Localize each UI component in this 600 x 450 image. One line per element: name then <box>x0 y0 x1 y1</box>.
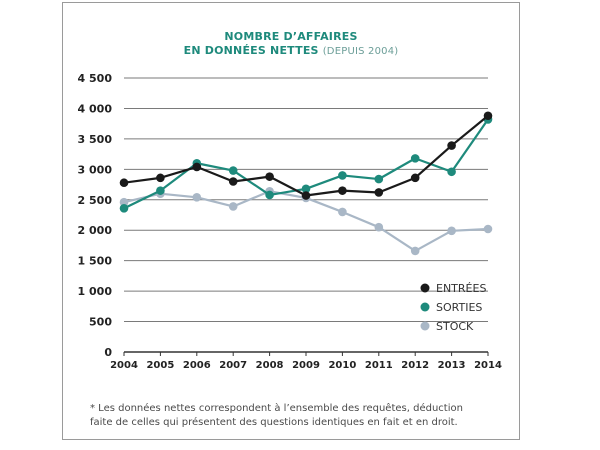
data-point-entrées <box>483 111 493 121</box>
x-tick-label: 2014 <box>474 360 502 371</box>
y-tick-label: 1 500 <box>78 255 113 268</box>
data-point-stock <box>483 224 493 234</box>
y-tick-label: 4 500 <box>78 72 113 85</box>
data-point-entrées <box>410 173 420 183</box>
data-point-entrées <box>374 188 384 197</box>
y-tick-label: 0 <box>104 346 112 359</box>
footnote-line2: faite de celles qui présentent des quest… <box>90 417 458 428</box>
x-tick-label: 2013 <box>438 360 466 371</box>
legend-marker-entrées <box>420 283 430 293</box>
footnote: * Les données nettes correspondent à l’e… <box>90 402 510 430</box>
data-point-entrées <box>228 177 238 186</box>
data-point-stock <box>410 246 420 256</box>
chart-title-line2-main: EN DONNÉES NETTES <box>183 44 319 57</box>
x-tick-label: 2004 <box>110 360 138 371</box>
legend-label-entrées: ENTRÉES <box>436 282 486 295</box>
x-tick-label: 2009 <box>292 360 320 371</box>
x-tick-label: 2006 <box>183 360 211 371</box>
data-point-stock <box>119 197 129 207</box>
x-tick-label: 2010 <box>328 360 356 371</box>
legend-marker-stock <box>420 321 430 331</box>
data-point-sorties <box>119 204 129 213</box>
x-tick-label: 2005 <box>146 360 174 371</box>
data-point-entrées <box>156 173 165 183</box>
chart-subtitle: (DEPUIS 2004) <box>322 46 399 57</box>
data-point-sorties <box>410 154 420 163</box>
chart-title-line1: NOMBRE D’AFFAIRES <box>224 30 358 43</box>
x-tick-label: 2007 <box>219 360 247 371</box>
x-tick-label: 2011 <box>365 360 393 371</box>
data-point-sorties <box>156 186 165 195</box>
y-tick-label: 2 000 <box>78 224 113 237</box>
data-point-entrées <box>119 178 129 188</box>
data-point-sorties <box>374 174 384 184</box>
legend-label-sorties: SORTIES <box>436 301 482 314</box>
y-tick-label: 3 500 <box>78 133 113 146</box>
data-point-entrées <box>265 172 274 181</box>
chart-frame <box>62 2 520 440</box>
data-point-entrées <box>447 141 456 150</box>
data-point-sorties <box>301 184 311 194</box>
data-point-entrées <box>301 191 311 200</box>
chart-title-line2: EN DONNÉES NETTES (DEPUIS 2004) <box>62 44 520 57</box>
x-tick-label: 2008 <box>256 360 284 371</box>
y-tick-label: 4 000 <box>78 102 113 115</box>
data-point-stock <box>374 222 384 232</box>
data-point-stock <box>338 207 347 217</box>
data-point-entrées <box>338 186 347 195</box>
data-point-sorties <box>265 190 274 200</box>
data-point-stock <box>192 193 202 202</box>
data-point-entrées <box>192 162 202 172</box>
data-point-sorties <box>338 171 347 180</box>
data-point-sorties <box>228 166 238 175</box>
series-line-entrées <box>123 114 489 197</box>
legend-marker-sorties <box>420 302 430 312</box>
x-tick-label: 2012 <box>401 360 429 371</box>
footnote-line1: * Les données nettes correspondent à l’e… <box>90 403 463 414</box>
data-point-stock <box>228 202 238 211</box>
data-point-sorties <box>447 167 456 177</box>
y-tick-label: 3 000 <box>78 163 113 176</box>
y-tick-label: 1 000 <box>78 285 113 298</box>
y-tick-label: 2 500 <box>78 194 113 207</box>
data-point-stock <box>447 226 456 236</box>
legend-label-stock: STOCK <box>436 320 474 333</box>
y-tick-label: 500 <box>89 316 112 329</box>
